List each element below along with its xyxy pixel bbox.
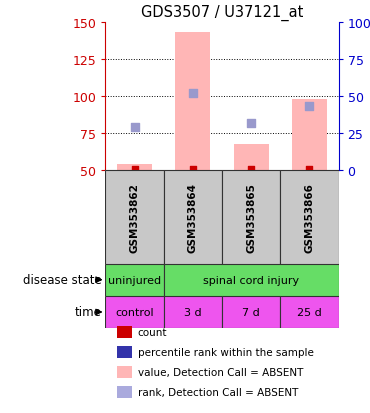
Point [306, 104, 312, 111]
Text: spinal cord injury: spinal cord injury [203, 275, 299, 285]
Text: GSM353864: GSM353864 [188, 183, 198, 252]
Bar [105, 296, 164, 328]
Text: percentile rank within the sample: percentile rank within the sample [138, 347, 313, 357]
Bar [175, 33, 210, 171]
Point [306, 166, 312, 173]
Text: value, Detection Call = ABSENT: value, Detection Call = ABSENT [138, 367, 303, 377]
Text: count: count [138, 328, 167, 337]
Text: GSM353862: GSM353862 [130, 183, 139, 252]
Text: rank, Detection Call = ABSENT: rank, Detection Call = ABSENT [138, 387, 298, 397]
Text: 25 d: 25 d [297, 307, 322, 317]
Text: 3 d: 3 d [184, 307, 202, 317]
Bar [222, 296, 280, 328]
Text: disease state: disease state [23, 273, 102, 287]
Point [248, 120, 254, 127]
Title: GDS3507 / U37121_at: GDS3507 / U37121_at [141, 5, 303, 21]
Bar [292, 100, 327, 171]
Point [132, 166, 138, 173]
Text: GSM353865: GSM353865 [246, 183, 256, 252]
Bar [280, 296, 339, 328]
Text: control: control [115, 307, 154, 317]
Bar [164, 171, 222, 264]
Bar [105, 171, 164, 264]
Bar [164, 264, 339, 296]
Text: GSM353866: GSM353866 [305, 183, 314, 252]
Bar [105, 264, 164, 296]
Bar [234, 144, 269, 171]
Point [190, 166, 196, 173]
Bar [280, 171, 339, 264]
Point [190, 90, 196, 97]
Text: 7 d: 7 d [242, 307, 260, 317]
Point [248, 166, 254, 173]
Bar [164, 296, 222, 328]
Text: uninjured: uninjured [108, 275, 161, 285]
Bar [222, 171, 280, 264]
Text: time: time [75, 306, 102, 319]
Bar [117, 165, 152, 171]
Point [132, 125, 138, 131]
